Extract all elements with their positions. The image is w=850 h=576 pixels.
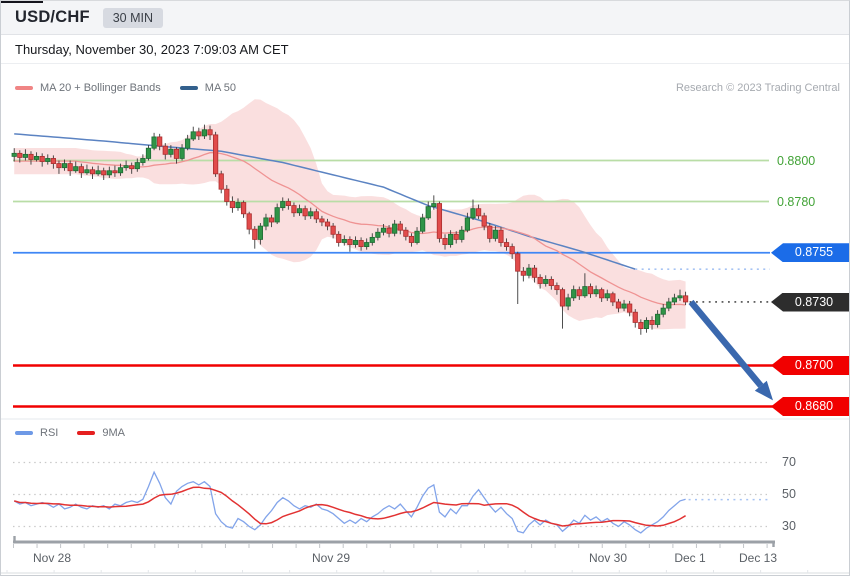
- price-level-label-resistance-1: 0.8800: [777, 153, 816, 168]
- window-edge-artifact: [1, 1, 43, 3]
- header-bar: USD/CHF 30 MIN: [1, 1, 849, 35]
- x-axis-label-nov30: Nov 30: [588, 551, 628, 565]
- rsi-scale-label-70: 70: [782, 454, 796, 469]
- timestamp-text: Thursday, November 30, 2023 7:09:03 AM C…: [15, 41, 289, 57]
- x-axis-label-dec13: Dec 13: [738, 551, 778, 565]
- x-axis-label-nov28: Nov 28: [32, 551, 72, 565]
- rsi-legend: RSI 9MA: [15, 427, 125, 439]
- attribution-text: Research © 2023 Trading Central: [675, 82, 840, 94]
- price-level-badge-support-1: 0.8700: [771, 356, 849, 375]
- rsi-scale-label-30: 30: [782, 518, 796, 533]
- ma9-legend-swatch-icon: [77, 431, 96, 435]
- price-legend: MA 20 + Bollinger Bands MA 50: [15, 82, 236, 94]
- price-level-label-resistance-2: 0.8780: [777, 194, 816, 209]
- rsi-legend-swatch-icon: [15, 431, 33, 435]
- timeframe-badge: 30 MIN: [102, 7, 164, 28]
- price-level-badge-pivot: 0.8755: [771, 243, 849, 263]
- instrument-symbol: USD/CHF: [15, 8, 90, 26]
- ma50-legend-label: MA 50: [204, 82, 236, 94]
- rsi-scale-label-50: 50: [782, 486, 796, 501]
- price-level-badge-last: 0.8730: [771, 292, 849, 312]
- ma9-legend-label: 9MA: [102, 427, 125, 439]
- ma20-legend-swatch-icon: [15, 86, 33, 90]
- ma20-legend-label: MA 20 + Bollinger Bands: [40, 82, 161, 94]
- ma50-legend-swatch-icon: [179, 86, 198, 90]
- price-level-badge-support-2: 0.8680: [771, 397, 849, 416]
- x-axis-label-nov29: Nov 29: [311, 551, 351, 565]
- rsi-legend-label: RSI: [40, 427, 59, 439]
- timestamp-bar: Thursday, November 30, 2023 7:09:03 AM C…: [1, 35, 849, 64]
- x-axis-label-dec1: Dec 1: [674, 551, 706, 565]
